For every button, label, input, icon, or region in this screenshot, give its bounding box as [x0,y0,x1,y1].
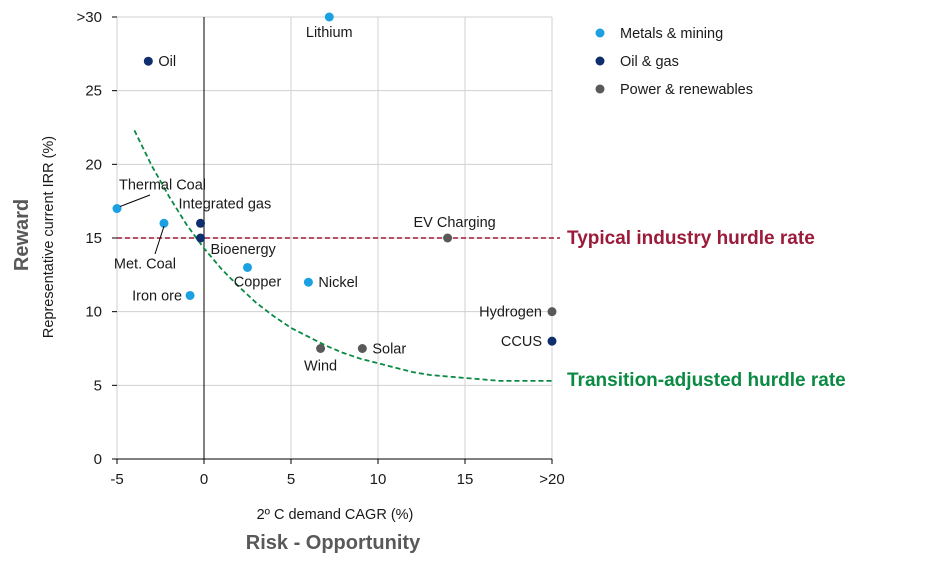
y-tick-label: >30 [77,9,102,26]
point-copper [243,262,252,272]
y-tick-label: 10 [85,304,102,321]
label-hydrogen: Hydrogen [479,305,542,321]
legend-label: Metals & mining [620,26,723,42]
met-coal-leader [154,226,165,255]
y-tick-label: 15 [85,230,102,247]
label-integrated-gas: Integrated gas [179,196,272,212]
legend-marker [595,84,605,94]
x-axis-label: 2º C demand CAGR (%) [257,507,414,523]
label-thermal-coal: Thermal Coal [119,178,206,194]
y-axis-label: Representative current IRR (%) [41,136,57,338]
label-ev-charging: EV Charging [413,215,495,231]
y-tick-label: 20 [85,156,102,173]
legend: Metals & mining Oil & gas Power & renewabl… [595,26,753,98]
transition-hurdle-label: Transition-adjusted hurdle rate [567,370,846,391]
label-ccus: CCUS [501,334,542,350]
point-hydrogen [547,307,557,317]
thermal-coal-leader [119,194,151,208]
point-ev-charging [443,233,453,243]
x-tick-label: >20 [539,471,564,488]
typical-hurdle-label: Typical industry hurdle rate [567,228,815,249]
x-tick-label: -5 [110,471,123,488]
point-ccus [547,336,557,346]
point-solar [357,344,367,353]
point-iron-ore [185,290,195,300]
legend-label: Oil & gas [620,54,679,70]
x-axis-title: Risk - Opportunity [246,532,421,554]
point-integrated-gas [196,218,206,228]
label-wind: Wind [304,359,337,375]
point-wind [316,344,326,353]
axes [112,16,553,464]
label-bioenergy: Bioenergy [211,242,277,258]
label-iron-ore: Iron ore [132,288,182,304]
x-tick-label: 10 [370,471,387,488]
point-lithium [324,12,334,22]
y-axis-title: Reward [11,199,33,271]
data-points [112,12,557,353]
label-met-coal: Met. Coal [114,256,176,272]
label-copper: Copper [234,274,282,290]
reference-lines [117,130,560,382]
legend-label: Power & renewables [620,82,753,98]
point-met-coal [159,218,169,228]
label-nickel: Nickel [318,275,357,291]
x-tick-label: 0 [200,471,208,488]
x-tick-label: 5 [287,471,295,488]
x-tick-label: 15 [457,471,474,488]
label-lithium: Lithium [306,25,353,41]
y-tick-label: 5 [94,377,102,394]
tick-labels: -5 0 5 10 15 >20 0 5 10 15 20 25 >30 [77,9,565,488]
legend-marker [595,28,605,38]
label-solar: Solar [372,342,406,358]
label-oil: Oil [158,54,176,70]
transition-hurdle-curve [133,130,552,382]
legend-marker [595,56,605,66]
point-oil [143,56,153,66]
point-thermal-coal [112,204,122,214]
y-tick-label: 25 [85,83,102,100]
point-labels: Lithium Oil Thermal Coal Met. Coal Integrate… [114,25,542,375]
point-nickel [303,277,313,287]
y-tick-label: 0 [94,451,102,468]
point-bioenergy [196,233,206,243]
